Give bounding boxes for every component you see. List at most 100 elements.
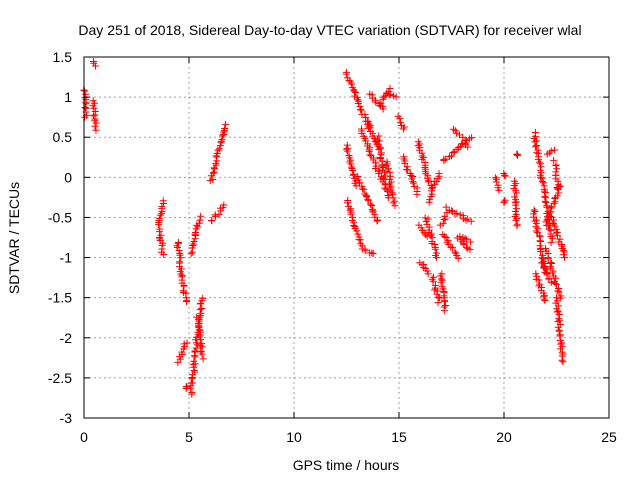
data-point bbox=[558, 339, 566, 347]
data-point bbox=[510, 182, 518, 190]
data-point bbox=[372, 98, 380, 106]
data-point bbox=[155, 228, 163, 236]
data-point bbox=[209, 176, 217, 184]
data-point bbox=[538, 174, 546, 182]
data-point bbox=[541, 197, 549, 205]
data-point bbox=[424, 270, 432, 278]
data-point bbox=[456, 232, 464, 240]
data-point bbox=[81, 87, 89, 95]
data-point bbox=[435, 170, 443, 178]
data-point bbox=[383, 160, 391, 168]
data-point bbox=[453, 129, 461, 137]
y-tick-label: -2 bbox=[60, 330, 73, 346]
y-tick-label: 0 bbox=[64, 169, 72, 185]
grid bbox=[84, 57, 609, 418]
data-point bbox=[436, 221, 444, 229]
data-point bbox=[468, 134, 476, 142]
x-tick-label: 20 bbox=[496, 429, 512, 445]
data-point bbox=[551, 222, 559, 230]
data-point bbox=[392, 93, 400, 101]
data-point bbox=[346, 158, 354, 166]
data-point bbox=[554, 287, 562, 295]
data-point bbox=[559, 358, 567, 366]
data-point bbox=[462, 216, 470, 224]
data-point bbox=[215, 145, 223, 153]
data-point bbox=[180, 282, 188, 290]
data-point bbox=[397, 118, 405, 126]
x-tick-label: 15 bbox=[391, 429, 407, 445]
data-point bbox=[533, 149, 541, 157]
data-point bbox=[514, 151, 522, 159]
data-point bbox=[360, 185, 368, 193]
data-point bbox=[536, 280, 544, 288]
data-point bbox=[532, 227, 540, 235]
data-point bbox=[500, 198, 508, 206]
data-point bbox=[367, 200, 375, 208]
data-point bbox=[447, 152, 455, 160]
data-point bbox=[373, 217, 381, 225]
y-tick-label: 1.5 bbox=[53, 49, 73, 65]
data-point bbox=[433, 290, 441, 298]
data-point bbox=[552, 162, 560, 170]
data-point bbox=[530, 206, 538, 214]
data-point bbox=[81, 113, 89, 121]
data-point bbox=[444, 237, 452, 245]
data-point bbox=[364, 196, 372, 204]
data-point bbox=[448, 207, 456, 215]
data-point bbox=[354, 173, 362, 181]
data-point bbox=[375, 140, 383, 148]
data-point bbox=[413, 190, 421, 198]
data-point bbox=[375, 137, 383, 145]
data-point bbox=[191, 228, 199, 236]
data-point bbox=[197, 212, 205, 220]
data-point bbox=[343, 147, 351, 155]
data-point bbox=[535, 158, 543, 166]
data-point bbox=[389, 199, 397, 207]
data-point bbox=[368, 249, 376, 257]
data-point bbox=[386, 172, 394, 180]
data-point bbox=[512, 198, 520, 206]
data-point bbox=[551, 280, 559, 288]
data-point bbox=[543, 216, 551, 224]
data-point bbox=[188, 389, 196, 397]
data-point bbox=[197, 342, 205, 350]
data-point bbox=[436, 272, 444, 280]
data-point bbox=[467, 238, 475, 246]
data-point bbox=[182, 383, 190, 391]
x-axis-label: GPS time / hours bbox=[293, 457, 400, 473]
data-point bbox=[361, 247, 369, 255]
data-point bbox=[222, 120, 230, 128]
data-point bbox=[354, 96, 362, 104]
y-tick-label: -0.5 bbox=[48, 209, 72, 225]
data-point bbox=[357, 240, 365, 248]
data-point bbox=[399, 125, 407, 133]
data-point bbox=[358, 129, 366, 137]
data-point bbox=[173, 242, 181, 250]
data-point bbox=[512, 201, 520, 209]
data-point bbox=[422, 217, 430, 225]
data-point bbox=[199, 294, 207, 302]
data-point bbox=[513, 222, 521, 230]
data-point bbox=[359, 185, 367, 193]
data-point bbox=[554, 307, 562, 315]
data-point bbox=[220, 128, 228, 136]
data-point bbox=[448, 244, 456, 252]
data-point bbox=[426, 196, 434, 204]
data-point bbox=[538, 259, 546, 267]
data-point bbox=[531, 138, 539, 146]
plot-frame bbox=[83, 56, 610, 419]
data-point bbox=[396, 114, 404, 122]
data-point bbox=[441, 212, 449, 220]
data-point bbox=[381, 181, 389, 189]
data-point bbox=[92, 126, 100, 134]
data-point bbox=[197, 336, 205, 344]
data-point bbox=[363, 192, 371, 200]
data-point bbox=[198, 343, 206, 351]
data-point bbox=[364, 196, 372, 204]
data-point bbox=[456, 211, 464, 219]
data-point bbox=[386, 168, 394, 176]
data-point bbox=[356, 102, 364, 110]
y-tick-label: -3 bbox=[60, 410, 73, 426]
data-point bbox=[553, 192, 561, 200]
data-point bbox=[342, 70, 350, 78]
